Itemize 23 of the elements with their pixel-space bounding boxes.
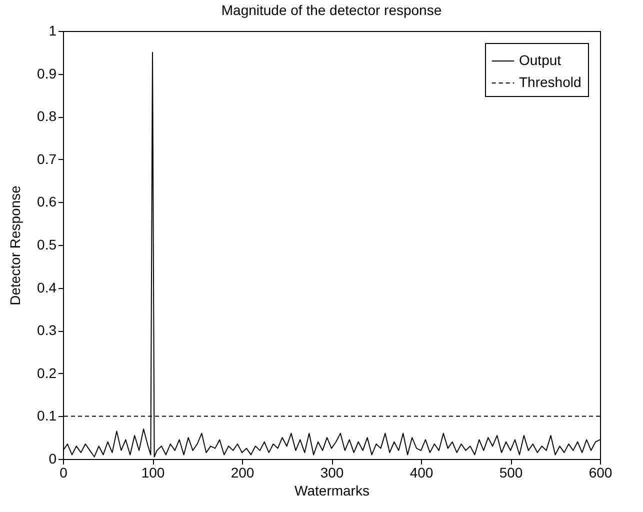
- x-tick-label: 0: [60, 464, 68, 480]
- y-tick-label: 0.3: [37, 322, 57, 338]
- y-tick-label: 0.4: [37, 279, 57, 296]
- chart-title: Magnitude of the detector response: [221, 2, 442, 18]
- x-axis-title: Watermarks: [294, 482, 370, 498]
- x-tick-label: 600: [588, 464, 612, 480]
- y-axis-title: Detector Response: [7, 185, 24, 306]
- x-tick-label: 100: [141, 464, 165, 480]
- legend-label: Output: [519, 52, 562, 68]
- y-tick-label: 0.8: [37, 108, 57, 124]
- y-tick-label: 0.7: [37, 150, 57, 167]
- y-tick-label: 1: [48, 22, 57, 38]
- y-tick-label: 0.5: [37, 236, 57, 252]
- y-tick-label: 0.1: [37, 408, 57, 424]
- y-tick-label: 0.2: [37, 364, 57, 381]
- x-tick-label: 300: [320, 464, 344, 480]
- x-tick-label: 500: [499, 464, 523, 480]
- x-tick-label: 400: [410, 464, 434, 480]
- x-tick-label: 200: [230, 464, 254, 480]
- y-tick-label: 0.9: [37, 65, 57, 82]
- y-tick-label: 0.6: [37, 194, 57, 210]
- legend-label: Threshold: [519, 74, 582, 90]
- y-tick-label: 0: [48, 450, 57, 466]
